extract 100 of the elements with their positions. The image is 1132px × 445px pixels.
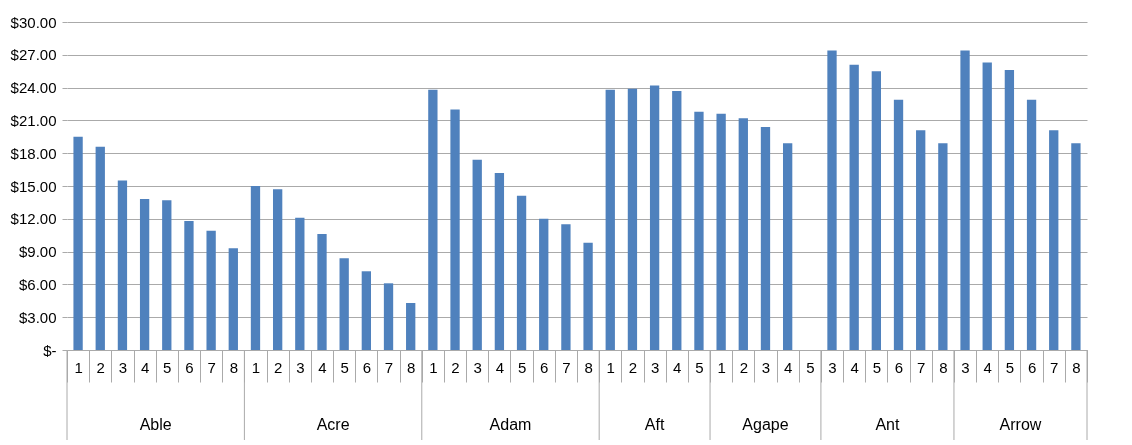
bar — [406, 302, 416, 350]
bar — [1004, 70, 1015, 350]
x-tick-label: 7 — [207, 358, 216, 376]
bar — [694, 111, 704, 350]
x-tick-label: 3 — [650, 358, 660, 376]
x-tick-label: 5 — [517, 358, 527, 376]
bar — [649, 85, 660, 350]
x-tick-label: 2 — [273, 358, 283, 376]
text: Acre — [316, 416, 350, 433]
bar — [1049, 130, 1059, 350]
bar — [228, 248, 238, 350]
x-tick-label: 8 — [1072, 358, 1081, 376]
y-tick-label: $18.00 — [10, 144, 57, 162]
bar — [893, 99, 904, 350]
bar — [450, 109, 460, 350]
x-tick-label: 4 — [318, 358, 327, 376]
x-tick-label: 6 — [1027, 358, 1037, 376]
y-tick-label: $6.00 — [18, 275, 57, 293]
bar — [783, 143, 793, 350]
x-tick-label: 3 — [828, 358, 837, 376]
bar — [1026, 99, 1037, 350]
bar — [317, 234, 327, 350]
y-tick-label: $3.00 — [18, 308, 57, 326]
bar — [871, 71, 881, 350]
text: Arrow — [999, 416, 1042, 433]
x-tick-label: 4 — [983, 358, 992, 376]
x-tick-label: 4 — [495, 358, 505, 376]
x-tick-label: 5 — [806, 358, 815, 376]
x-tick-label: 3 — [118, 358, 128, 376]
bar — [938, 143, 948, 350]
bar — [827, 50, 837, 350]
y-tick-label: $30.00 — [10, 13, 57, 31]
bar — [295, 217, 305, 350]
bar — [960, 50, 970, 350]
bar — [428, 89, 438, 350]
x-tick-label: 2 — [739, 358, 748, 376]
x-tick-label: 3 — [296, 358, 305, 376]
x-tick-label: 8 — [584, 358, 593, 376]
bar — [250, 186, 261, 350]
x-tick-label: 6 — [540, 358, 549, 376]
bar — [273, 189, 283, 350]
bar — [672, 90, 682, 350]
x-tick-label: 7 — [384, 358, 394, 376]
x-tick-label: 1 — [251, 358, 261, 376]
x-tick-label: 6 — [362, 358, 372, 376]
x-tick-label: 3 — [473, 358, 482, 376]
text: Able — [139, 416, 172, 433]
y-tick-label: $27.00 — [10, 46, 57, 64]
x-tick-label: 5 — [1005, 358, 1015, 376]
y-tick-label: $- — [43, 341, 57, 359]
x-tick-label: 1 — [606, 358, 615, 376]
x-tick-label: 2 — [96, 358, 105, 376]
bar — [916, 130, 926, 350]
y-tick-label: $24.00 — [10, 79, 57, 97]
bar — [760, 126, 771, 350]
y-tick-label: $9.00 — [18, 243, 57, 261]
x-tick-label: 6 — [185, 358, 194, 376]
text: Ant — [875, 416, 900, 433]
x-tick-label: 5 — [340, 358, 349, 376]
x-tick-label: 7 — [917, 358, 926, 376]
x-tick-label: 8 — [407, 358, 416, 376]
bar — [383, 283, 394, 350]
bar — [583, 242, 593, 350]
x-tick-label: 4 — [850, 358, 859, 376]
x-tick-label: 4 — [673, 358, 682, 376]
x-tick-label: 3 — [761, 358, 771, 376]
bar — [139, 199, 150, 350]
x-tick-label: 5 — [872, 358, 882, 376]
text: Aft — [644, 416, 665, 433]
bar — [494, 172, 505, 350]
bar — [162, 200, 172, 350]
text: Adam — [489, 416, 532, 433]
y-tick-label: $15.00 — [10, 177, 57, 195]
x-tick-label: 4 — [140, 358, 150, 376]
bar — [561, 224, 571, 350]
x-tick-label: 7 — [1050, 358, 1059, 376]
bar — [627, 88, 638, 350]
x-tick-label: 4 — [783, 358, 793, 376]
y-tick-label: $12.00 — [10, 210, 57, 228]
x-tick-label: 2 — [451, 358, 460, 376]
bar — [73, 136, 83, 350]
x-tick-label: 8 — [939, 358, 948, 376]
text: Agape — [742, 416, 789, 433]
x-tick-label: 5 — [163, 358, 172, 376]
bar — [184, 220, 194, 350]
x-tick-label: 1 — [74, 358, 83, 376]
bar — [982, 62, 992, 350]
x-tick-label: 7 — [562, 358, 571, 376]
bar — [117, 180, 128, 350]
x-tick-label: 2 — [628, 358, 638, 376]
x-tick-label: 3 — [961, 358, 970, 376]
x-tick-label: 1 — [717, 358, 726, 376]
bar — [738, 118, 748, 350]
bar — [472, 159, 482, 350]
bar — [361, 271, 371, 350]
bar — [849, 64, 859, 350]
bar — [716, 113, 726, 350]
bar — [206, 230, 216, 350]
bar — [605, 89, 615, 350]
x-tick-label: 8 — [229, 358, 238, 376]
